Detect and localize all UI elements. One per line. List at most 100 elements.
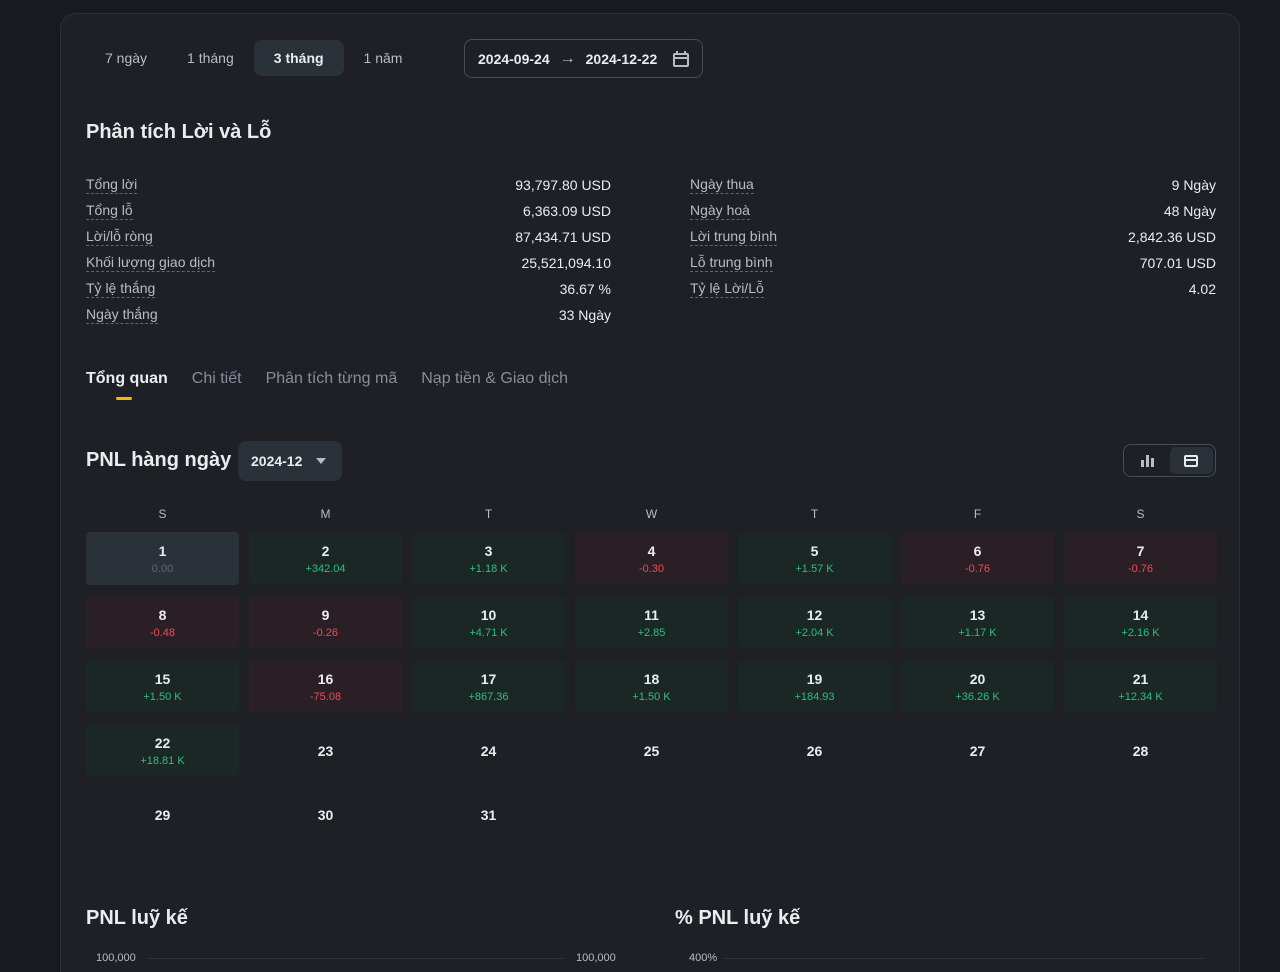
calendar-day-5[interactable]: 5 +1.57 K	[738, 532, 891, 585]
day-pnl-value: +1.18 K	[469, 562, 508, 575]
cumulative-pct-pnl-gridline	[723, 958, 1205, 959]
calendar-day-26[interactable]: 26	[738, 724, 891, 777]
day-number: 12	[806, 606, 823, 623]
stat-value: 33 Ngày	[558, 307, 611, 323]
tab-deposits-trades[interactable]: Nạp tiền & Giao dịch	[421, 370, 568, 387]
calendar-day-9[interactable]: 9 -0.26	[249, 596, 402, 649]
day-number: 27	[969, 742, 986, 759]
calendar-empty-cell	[1064, 788, 1217, 841]
cumulative-pnl-axis-right: 100,000	[576, 952, 616, 964]
day-number: 5	[810, 542, 819, 559]
calendar-day-23[interactable]: 23	[249, 724, 402, 777]
calendar-day-29[interactable]: 29	[86, 788, 239, 841]
calendar-day-25[interactable]: 25	[575, 724, 728, 777]
day-number: 3	[484, 542, 493, 559]
calendar-day-4[interactable]: 4 -0.30	[575, 532, 728, 585]
day-pnl-value: -0.76	[964, 562, 991, 575]
day-pnl-value: +2.04 K	[795, 626, 834, 639]
bar-chart-icon	[1141, 454, 1155, 467]
calendar-day-3[interactable]: 3 +1.18 K	[412, 532, 565, 585]
day-number: 13	[969, 606, 986, 623]
pnl-analysis-panel: 7 ngày 1 tháng 3 tháng 1 năm 2024-09-24 …	[60, 13, 1240, 972]
chart-view-button[interactable]	[1126, 447, 1170, 474]
day-pnl-value: -75.08	[309, 690, 342, 703]
day-pnl-value: +4.71 K	[469, 626, 508, 639]
day-number: 2	[321, 542, 330, 559]
calendar-day-22[interactable]: 22 +18.81 K	[86, 724, 239, 777]
stat-profit-loss-ratio: Tỷ lệ Lời/Lỗ 4.02	[690, 276, 1216, 302]
calendar-icon[interactable]	[673, 50, 689, 67]
day-number: 21	[1132, 670, 1149, 687]
stat-label[interactable]: Ngày hoà	[690, 202, 750, 220]
stat-value: 93,797.80 USD	[515, 177, 611, 193]
stat-label[interactable]: Tỷ lệ thắng	[86, 280, 156, 298]
stat-label[interactable]: Lời/lỗ ròng	[86, 228, 153, 246]
calendar-day-27[interactable]: 27	[901, 724, 1054, 777]
calendar-day-28[interactable]: 28	[1064, 724, 1217, 777]
stat-label[interactable]: Ngày thua	[690, 176, 754, 194]
day-number: 25	[643, 742, 660, 759]
calendar-day-7[interactable]: 7 -0.76	[1064, 532, 1217, 585]
calendar-day-31[interactable]: 31	[412, 788, 565, 841]
analysis-tabs: Tổng quan Chi tiết Phân tích từng mã Nạp…	[86, 370, 568, 400]
stat-trading-volume: Khối lượng giao dịch 25,521,094.10	[86, 250, 611, 276]
cumulative-pct-pnl-axis: 400%	[689, 952, 718, 964]
stat-label[interactable]: Khối lượng giao dịch	[86, 254, 216, 272]
period-7-days[interactable]: 7 ngày	[105, 50, 148, 66]
calendar-day-19[interactable]: 19 +184.93	[738, 660, 891, 713]
calendar-day-13[interactable]: 13 +1.17 K	[901, 596, 1054, 649]
weekday-label: T	[484, 507, 493, 521]
calendar-day-16[interactable]: 16 -75.08	[249, 660, 402, 713]
stat-average-loss: Lỗ trung bình 707.01 USD	[690, 250, 1216, 276]
calendar-day-6[interactable]: 6 -0.76	[901, 532, 1054, 585]
calendar-day-12[interactable]: 12 +2.04 K	[738, 596, 891, 649]
tab-overview[interactable]: Tổng quan	[86, 370, 168, 400]
weekday-label: F	[973, 507, 982, 521]
stat-total-loss: Tổng lỗ 6,363.09 USD	[86, 198, 611, 224]
calendar-week: 22 +18.81 K 23 24 25 26 27 28	[86, 724, 1216, 777]
calendar-day-24[interactable]: 24	[412, 724, 565, 777]
day-number: 26	[806, 742, 823, 759]
stat-label[interactable]: Ngày thắng	[86, 306, 158, 324]
calendar-day-17[interactable]: 17 +867.36	[412, 660, 565, 713]
stat-label[interactable]: Tỷ lệ Lời/Lỗ	[690, 280, 764, 298]
date-range-picker[interactable]: 2024-09-24 → 2024-12-22	[464, 39, 703, 78]
tab-details[interactable]: Chi tiết	[191, 370, 242, 387]
calendar-view-button[interactable]	[1169, 447, 1213, 474]
day-number: 14	[1132, 606, 1149, 623]
calendar-day-2[interactable]: 2 +342.04	[249, 532, 402, 585]
period-3-months[interactable]: 3 tháng	[253, 40, 344, 76]
calendar-day-11[interactable]: 11 +2.85	[575, 596, 728, 649]
day-number: 16	[317, 670, 334, 687]
period-1-year[interactable]: 1 năm	[363, 50, 403, 66]
stat-label[interactable]: Tổng lỗ	[86, 202, 133, 220]
calendar-day-8[interactable]: 8 -0.48	[86, 596, 239, 649]
calendar-day-14[interactable]: 14 +2.16 K	[1064, 596, 1217, 649]
cumulative-pnl-title: PNL luỹ kế	[86, 907, 188, 929]
calendar-day-10[interactable]: 10 +4.71 K	[412, 596, 565, 649]
calendar-day-18[interactable]: 18 +1.50 K	[575, 660, 728, 713]
calendar-day-21[interactable]: 21 +12.34 K	[1064, 660, 1217, 713]
calendar-day-20[interactable]: 20 +36.26 K	[901, 660, 1054, 713]
day-pnl-value: +12.34 K	[1118, 690, 1163, 703]
calendar-day-30[interactable]: 30	[249, 788, 402, 841]
stat-label[interactable]: Tổng lời	[86, 176, 138, 194]
calendar-day-15[interactable]: 15 +1.50 K	[86, 660, 239, 713]
day-number: 6	[973, 542, 982, 559]
day-number: 22	[154, 734, 171, 751]
calendar-day-1[interactable]: 1 0.00	[86, 532, 239, 585]
tab-per-symbol[interactable]: Phân tích từng mã	[265, 370, 398, 387]
stat-value: 87,434.71 USD	[515, 229, 611, 245]
day-number: 1	[158, 542, 167, 559]
weekday-label: W	[645, 507, 658, 521]
weekday-label: T	[810, 507, 819, 521]
period-1-month[interactable]: 1 tháng	[187, 50, 234, 66]
stat-value: 25,521,094.10	[521, 255, 611, 271]
month-select[interactable]: 2024-12	[238, 441, 342, 481]
stat-value: 2,842.36 USD	[1128, 229, 1216, 245]
stat-label[interactable]: Lời trung bình	[690, 228, 778, 246]
weekday-label: M	[320, 507, 331, 521]
calendar-week: 15 +1.50 K 16 -75.08 17 +867.36 18 +1.50 K 19 +18…	[86, 660, 1217, 713]
stat-label[interactable]: Lỗ trung bình	[690, 254, 773, 272]
day-number: 15	[154, 670, 171, 687]
